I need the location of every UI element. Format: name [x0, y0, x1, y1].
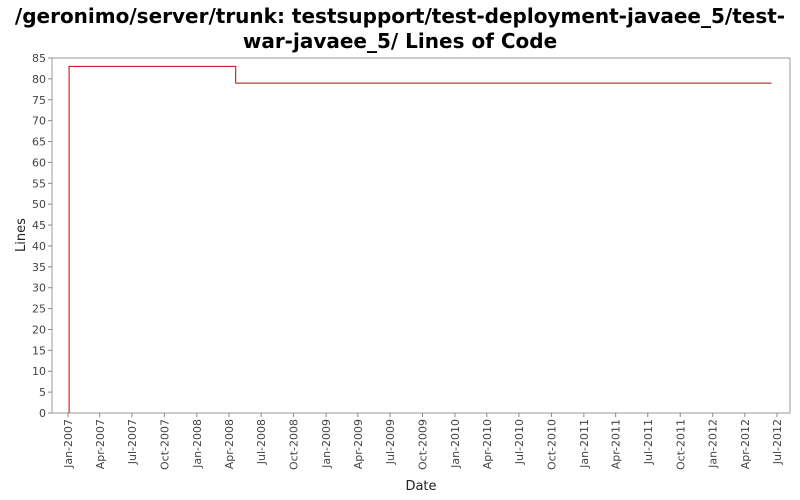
x-tick-label: Oct-2010	[545, 419, 558, 470]
y-tick-label: 45	[32, 219, 46, 232]
x-tick-label: Jul-2007	[126, 419, 139, 465]
y-tick-label: 60	[32, 156, 46, 169]
x-tick-label: Jan-2007	[62, 419, 75, 469]
y-tick-label: 10	[32, 365, 46, 378]
x-tick-label: Jan-2010	[449, 419, 462, 469]
y-tick-label: 5	[39, 386, 46, 399]
x-tick-label: Jul-2010	[513, 419, 526, 465]
x-tick-label: Jul-2008	[255, 419, 268, 465]
x-tick-label: Jan-2008	[191, 419, 204, 469]
x-tick-label: Jul-2012	[771, 419, 784, 465]
x-axis-label: Date	[405, 479, 436, 494]
y-tick-label: 35	[32, 261, 46, 274]
y-tick-label: 55	[32, 177, 46, 190]
y-tick-label: 0	[39, 407, 46, 420]
x-tick-label: Apr-2011	[610, 419, 623, 469]
x-tick-label: Jul-2009	[384, 419, 397, 465]
series-line-0	[68, 65, 772, 413]
x-tick-label: Apr-2009	[352, 419, 365, 469]
y-tick-label: 20	[32, 323, 46, 336]
x-tick-label: Oct-2011	[674, 419, 687, 470]
x-tick-label: Jan-2012	[707, 419, 720, 469]
plot-area	[51, 57, 791, 414]
x-tick-label: Apr-2010	[481, 419, 494, 469]
x-tick-label: Oct-2008	[288, 419, 301, 470]
y-tick-label: 75	[32, 94, 46, 107]
x-tick-label: Jan-2009	[320, 419, 333, 469]
y-tick-label: 65	[32, 136, 46, 149]
y-tick-label: 50	[32, 198, 46, 211]
y-tick-label: 15	[32, 344, 46, 357]
x-tick-label: Apr-2007	[94, 419, 107, 469]
x-tick-label: Apr-2012	[739, 419, 752, 469]
x-tick-label: Jul-2011	[642, 419, 655, 465]
x-tick-label: Oct-2009	[417, 419, 430, 470]
y-tick-label: 80	[32, 73, 46, 86]
y-tick-label: 40	[32, 240, 46, 253]
x-tick-label: Apr-2008	[223, 419, 236, 469]
x-tick-label: Jan-2011	[578, 419, 591, 469]
x-tick-label: Oct-2007	[158, 419, 171, 470]
y-tick-label: 25	[32, 303, 46, 316]
y-axis-label: Lines	[14, 218, 29, 252]
y-tick-label: 85	[32, 52, 46, 65]
y-tick-label: 70	[32, 115, 46, 128]
chart-title: /geronimo/server/trunk: testsupport/test…	[14, 4, 786, 53]
y-tick-label: 30	[32, 282, 46, 295]
